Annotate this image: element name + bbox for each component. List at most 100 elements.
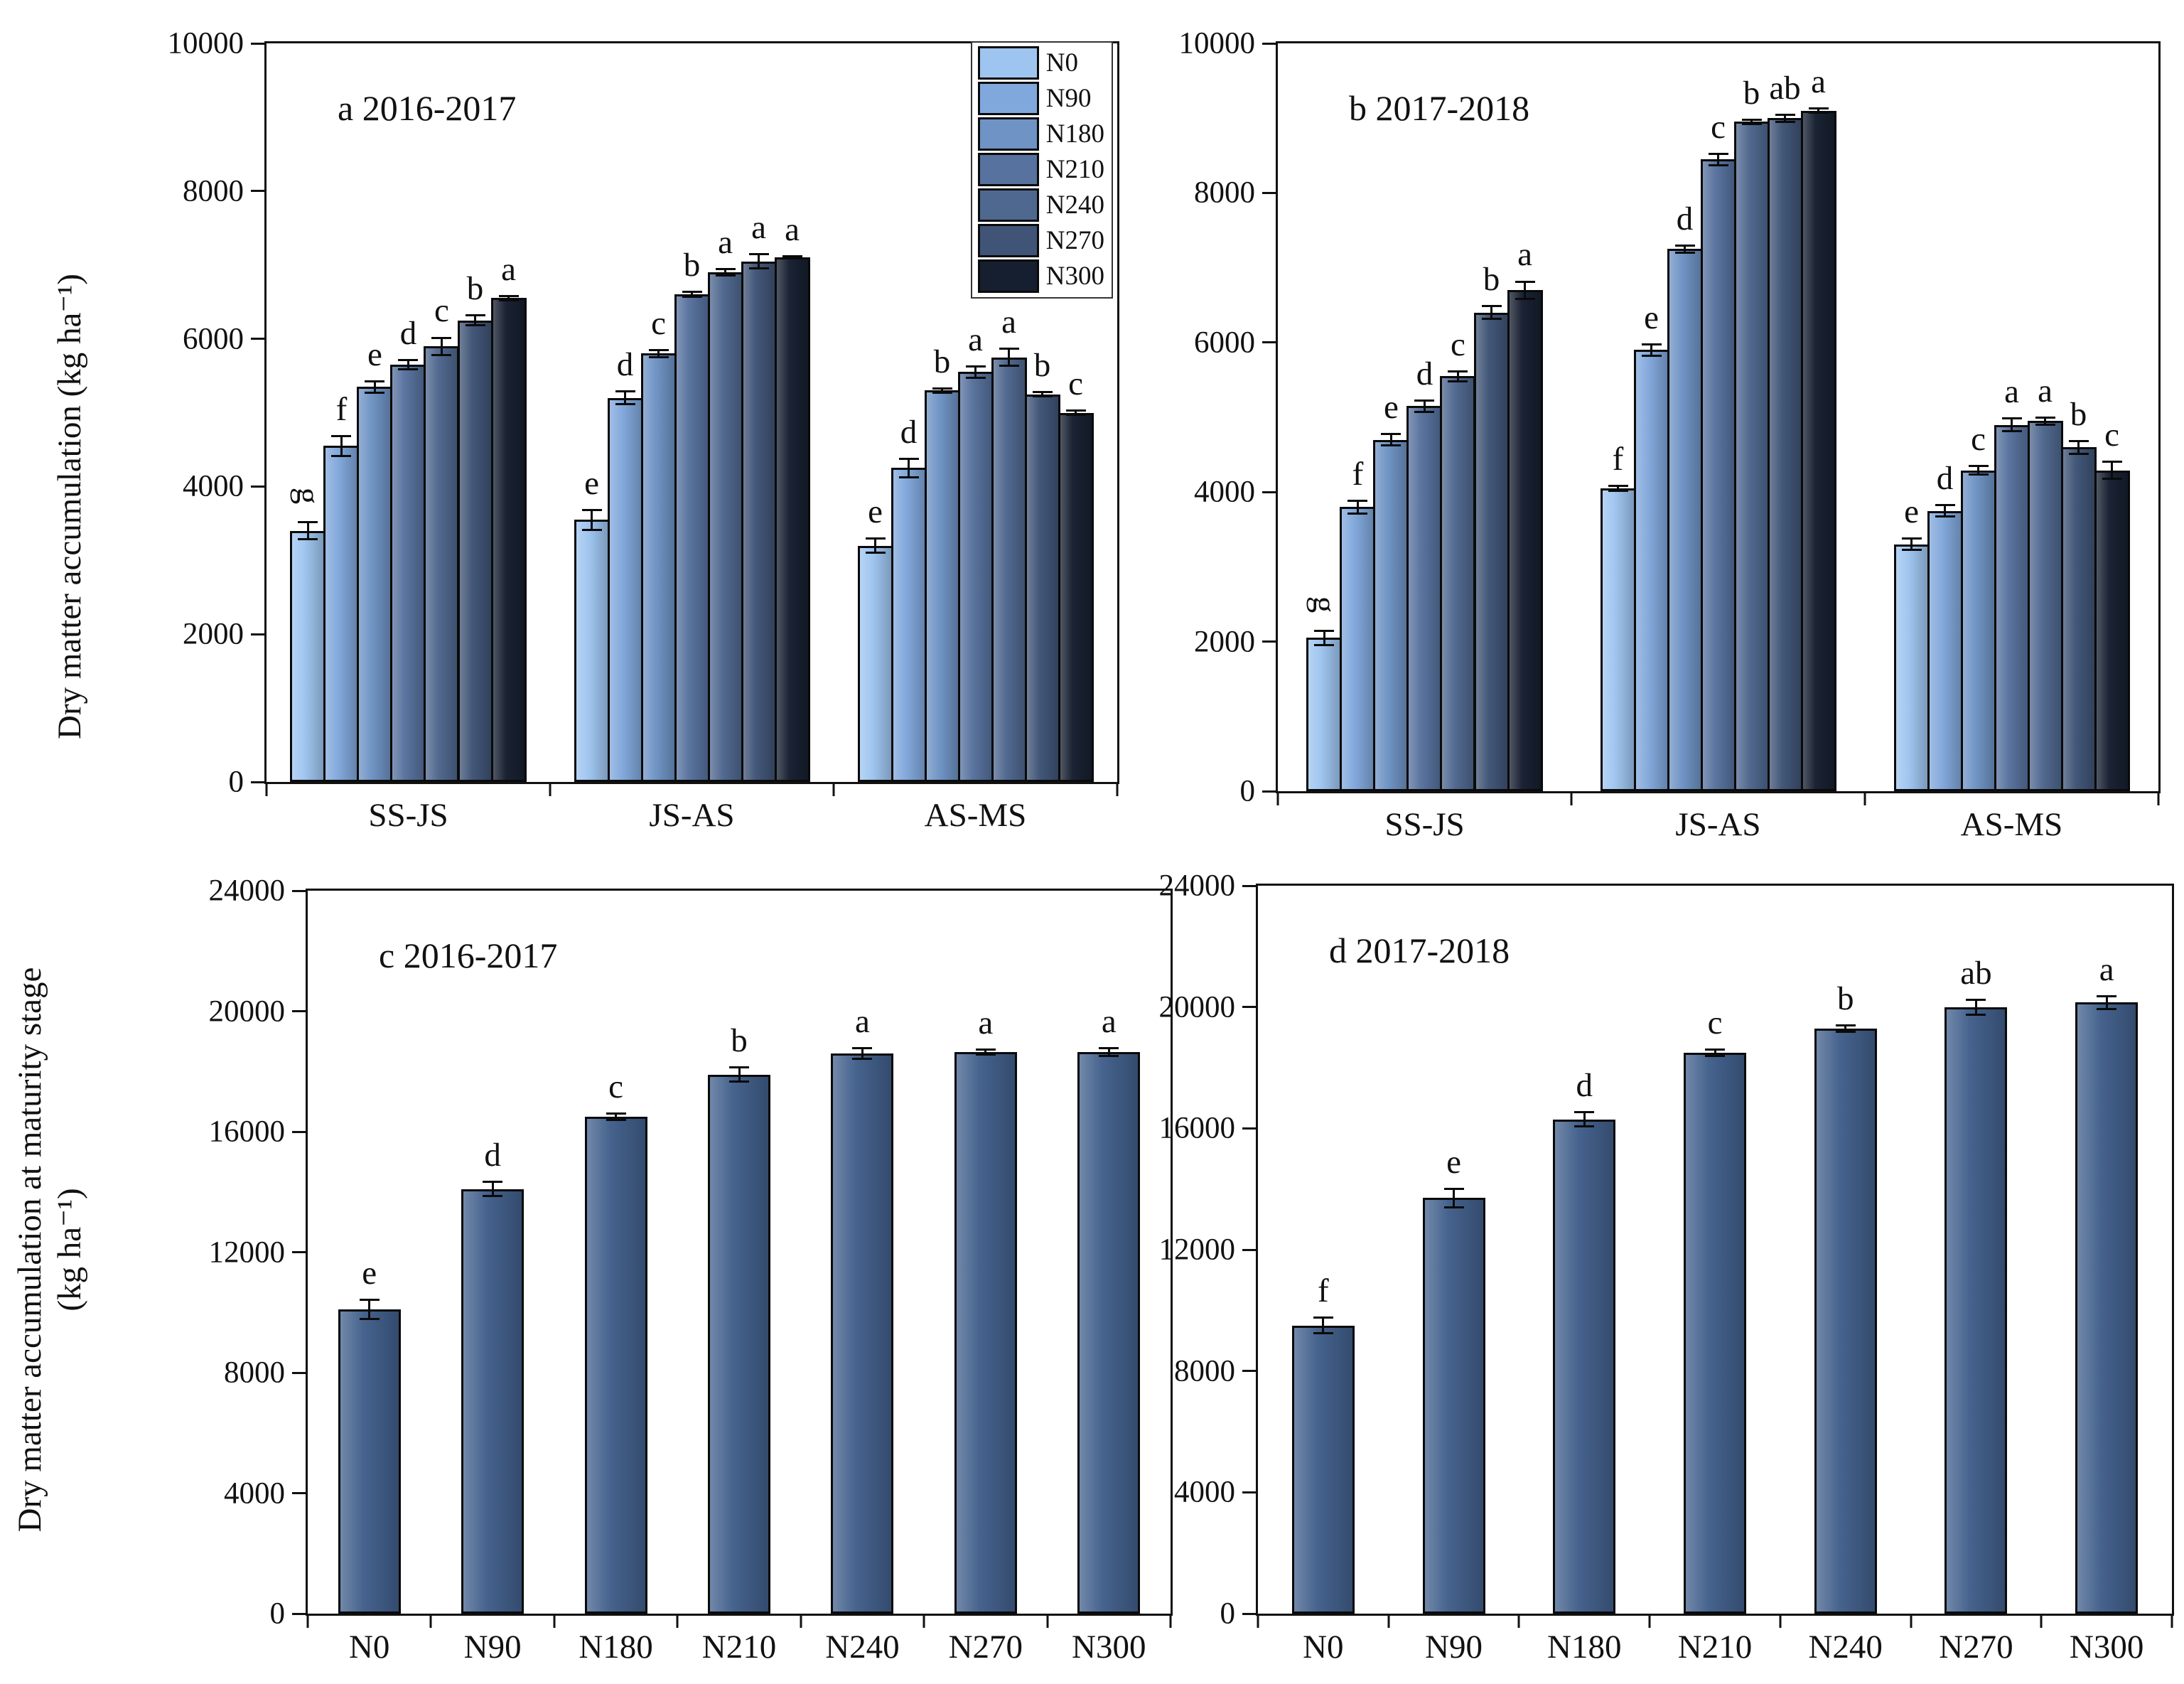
legend-item-N300: N300 (977, 259, 1104, 293)
x-axis-tick (1257, 1614, 1259, 1628)
significance-letter-N300-JS-AS: a (785, 211, 800, 249)
error-bar-N210-JS-AS (1708, 152, 1728, 166)
y-axis-tick-label: 2000 (1194, 625, 1255, 659)
significance-letter-N90-JS-AS: d (616, 346, 634, 384)
bar-shade (642, 355, 674, 780)
bar-shade (2062, 449, 2094, 789)
legend-label-N210: N210 (1045, 155, 1104, 184)
error-bar-N270 (1966, 998, 1986, 1016)
significance-letter-N90: e (1446, 1143, 1461, 1181)
bar-N180-AS-MS (924, 390, 960, 782)
bar-shade (1026, 396, 1058, 780)
bar-N90-JS-AS (607, 397, 643, 782)
bar-N180 (1553, 1119, 1616, 1614)
y-axis-tick (251, 42, 267, 45)
bar-shade (392, 366, 424, 780)
bar-N90-AS-MS (1927, 510, 1963, 791)
error-bar-N240 (852, 1046, 873, 1061)
bar-shade (1442, 378, 1474, 789)
x-axis-label-N0: N0 (1303, 1629, 1344, 1666)
bar-shade (326, 448, 357, 780)
bar-N270-AS-MS (1024, 394, 1060, 782)
significance-letter-N90-SS-JS: f (1352, 455, 1364, 493)
x-axis-tick (832, 782, 835, 796)
x-axis-tick (2040, 1614, 2043, 1628)
y-axis-tick (1262, 790, 1278, 793)
x-axis-tick (676, 1614, 679, 1628)
error-bar-N90-SS-JS (331, 434, 352, 457)
significance-letter-N90-AS-MS: d (900, 413, 918, 451)
bar-N240-JS-AS (707, 272, 743, 782)
bar-N0-JS-AS (574, 520, 610, 782)
x-axis-tick (1387, 1614, 1390, 1628)
error-bar-N240-JS-AS (715, 267, 736, 277)
error-bar-N210-AS-MS (965, 365, 986, 379)
y-axis-tick-label: 0 (1220, 1597, 1236, 1631)
bar-N90-SS-JS (1340, 507, 1376, 791)
significance-letter-N240-AS-MS: a (1001, 304, 1016, 341)
bar-shade (2077, 1004, 2136, 1611)
x-axis-label-SS-JS: SS-JS (368, 797, 448, 834)
legend-label-N180: N180 (1045, 119, 1104, 149)
bar-shade (576, 522, 608, 780)
bar-shade (1769, 120, 1801, 789)
panel-d-title: d 2017-2018 (1329, 931, 1510, 970)
error-bar-N240 (1835, 1024, 1856, 1033)
bar-shade (956, 1053, 1015, 1611)
bar-N240-JS-AS (1733, 122, 1770, 791)
bar-shade (676, 296, 708, 780)
significance-letter-N270-SS-JS: b (466, 270, 484, 308)
x-axis-tick (2170, 1614, 2173, 1628)
error-bar-N180-SS-JS (365, 380, 385, 394)
error-bar-N300-SS-JS (498, 295, 519, 301)
y-axis-tick (1242, 1370, 1258, 1373)
error-bar-N210-SS-JS (1414, 399, 1435, 413)
legend-item-N90: N90 (977, 82, 1104, 115)
bar-N180-SS-JS (357, 387, 393, 782)
x-axis-tick (1570, 791, 1573, 805)
error-bar-N210-SS-JS (398, 358, 419, 371)
y-axis-tick (1262, 490, 1278, 493)
error-bar-N240-SS-JS (431, 336, 452, 356)
bar-shade (1555, 1121, 1614, 1611)
x-axis-label-N210: N210 (701, 1629, 777, 1666)
y-axis-tick (251, 190, 267, 193)
panel-a-plot: a 2016-2017 0 2000 4000 6000 8000 10000 SS-JS g… (168, 28, 1119, 832)
bar-shade (1293, 1327, 1352, 1611)
x-axis-label-AS-MS: AS-MS (924, 797, 1027, 834)
significance-letter-N180-JS-AS: d (1676, 200, 1694, 237)
significance-letter-N0-JS-AS: e (584, 464, 599, 502)
bar-shade (959, 374, 991, 780)
significance-letter-N180-JS-AS: c (651, 305, 666, 343)
bar-N210 (708, 1074, 770, 1614)
significance-letter-N180-SS-JS: e (367, 336, 382, 373)
x-axis-tick (429, 1614, 432, 1628)
bar-N0-JS-AS (1600, 488, 1636, 791)
significance-letter-N180-AS-MS: b (933, 343, 951, 381)
panel-b-plot: b 2017-2018 0 2000 4000 6000 8000 10000 SS-JS g… (1179, 28, 2161, 842)
legend-item-N270: N270 (977, 224, 1104, 257)
y-axis-tick (1242, 884, 1258, 887)
x-axis-tick (1169, 1614, 1172, 1628)
error-bar-N180-AS-MS (1968, 465, 1989, 476)
panel-b-title: b 2017-2018 (1349, 88, 1530, 128)
significance-letter-N180-SS-JS: e (1384, 389, 1399, 427)
y-axis-tick-label: 4000 (224, 1476, 285, 1510)
legend-item-N180: N180 (977, 117, 1104, 151)
bar-N240 (1814, 1028, 1877, 1614)
error-bar-N0-JS-AS (1608, 484, 1628, 493)
error-bar-N210-JS-AS (682, 291, 702, 299)
significance-letter-N240-JS-AS: a (718, 223, 733, 261)
legend-label-N90: N90 (1045, 84, 1092, 113)
bar-shade (1475, 314, 1507, 789)
legend-item-N0: N0 (977, 46, 1104, 80)
y-axis-tick (251, 338, 267, 340)
x-axis-label-N240: N240 (1808, 1629, 1883, 1666)
error-bar-N0-SS-JS (298, 521, 318, 541)
y-axis-tick-label: 4000 (1194, 475, 1255, 509)
y-axis-tick-label: 8000 (1174, 1354, 1235, 1388)
bar-N300-AS-MS (2094, 470, 2130, 791)
bar-shade (1686, 1054, 1744, 1611)
bar-N180 (584, 1116, 647, 1614)
significance-letter-N300-JS-AS: a (1811, 63, 1826, 101)
